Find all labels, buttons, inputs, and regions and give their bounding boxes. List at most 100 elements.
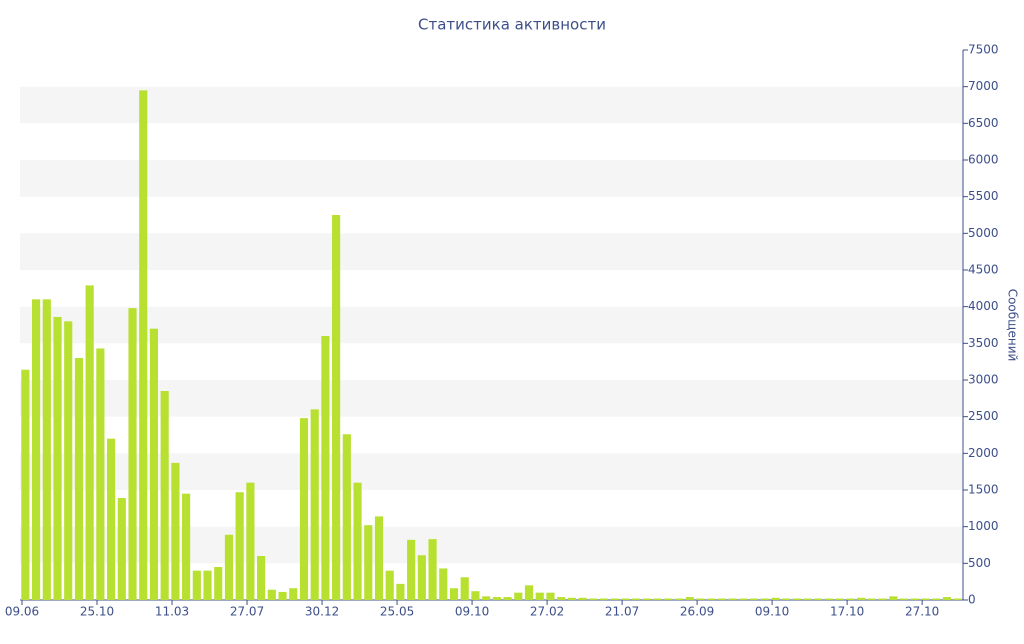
y-tick-label: 3500 — [968, 336, 999, 350]
bar — [332, 215, 341, 600]
bar — [803, 598, 812, 600]
x-tick-label: 27.02 — [530, 605, 564, 619]
x-tick-label: 17.10 — [830, 605, 864, 619]
bar — [717, 598, 726, 600]
bar — [889, 596, 898, 600]
bar — [21, 369, 30, 600]
bar — [814, 598, 823, 600]
x-tick-label: 26.09 — [680, 605, 714, 619]
bar — [203, 570, 212, 600]
y-tick-label: 500 — [968, 556, 991, 570]
y-tick-label: 4500 — [968, 263, 999, 277]
bar — [664, 598, 673, 600]
y-tick-label: 5500 — [968, 189, 999, 203]
bar — [417, 555, 426, 600]
x-tick-label: 09.10 — [755, 605, 789, 619]
bar — [439, 568, 448, 600]
bar — [867, 598, 876, 600]
bar — [471, 591, 480, 600]
bar — [182, 493, 191, 600]
bar — [739, 598, 748, 600]
grid-band — [20, 86, 963, 124]
bar — [749, 598, 759, 600]
x-tick-label: 25.05 — [380, 605, 414, 619]
x-tick-label: 30.12 — [305, 605, 339, 619]
bar — [449, 588, 459, 600]
x-tick-label: 21.07 — [605, 605, 639, 619]
bar — [460, 577, 469, 600]
bar — [278, 591, 287, 600]
bar — [567, 597, 576, 600]
bar — [685, 597, 694, 600]
bar — [214, 567, 223, 600]
bar — [299, 418, 309, 600]
bar — [353, 482, 362, 600]
bar — [428, 539, 437, 600]
bar — [482, 596, 491, 600]
bar — [578, 597, 587, 600]
y-tick-label: 6500 — [968, 116, 999, 130]
bar — [535, 592, 544, 600]
grid-band — [20, 160, 963, 197]
bar — [342, 434, 351, 600]
y-tick-label: 3000 — [968, 373, 999, 387]
bar — [514, 592, 523, 600]
y-axis-label: Сообщений — [1006, 289, 1020, 362]
grid-band — [20, 306, 963, 344]
bar — [192, 570, 201, 600]
bar — [407, 539, 416, 600]
bar — [64, 321, 73, 600]
bar — [707, 598, 716, 600]
bar — [653, 598, 662, 600]
bar — [621, 598, 630, 600]
bar — [171, 462, 180, 600]
bar — [374, 516, 384, 600]
bar — [953, 598, 962, 600]
x-tick-label: 09.06 — [5, 605, 39, 619]
bar — [674, 598, 684, 600]
bar — [492, 597, 501, 600]
y-tick-label: 7000 — [968, 79, 999, 93]
grid-band — [20, 380, 963, 417]
bar — [824, 598, 834, 600]
x-tick-label: 09.10 — [455, 605, 489, 619]
bar — [610, 598, 619, 600]
bar — [96, 348, 105, 600]
x-tick-label: 27.07 — [230, 605, 264, 619]
bar — [364, 525, 373, 600]
x-tick-label: 25.10 — [80, 605, 114, 619]
y-tick-label: 4000 — [968, 299, 999, 313]
chart-title: Статистика активности — [418, 16, 606, 34]
bar — [385, 570, 394, 600]
bar — [846, 598, 855, 600]
bar — [74, 358, 84, 600]
bar — [642, 598, 651, 600]
bar — [310, 409, 319, 600]
bar — [160, 391, 169, 600]
bar — [107, 438, 116, 600]
bar — [42, 299, 51, 600]
bar — [696, 598, 705, 600]
bar — [267, 589, 276, 600]
bar — [835, 598, 844, 600]
y-tick-label: 0 — [968, 593, 976, 607]
y-tick-label: 1500 — [968, 483, 999, 497]
bar — [857, 597, 866, 600]
bar — [760, 598, 769, 600]
y-tick-label: 5000 — [968, 226, 999, 240]
y-tick-label: 2000 — [968, 446, 999, 460]
bar — [557, 597, 566, 600]
y-tick-label: 1000 — [968, 519, 999, 533]
bar — [117, 498, 126, 600]
bar — [599, 598, 609, 600]
bar — [942, 597, 951, 600]
bar — [321, 336, 330, 600]
bar — [899, 598, 909, 600]
bar — [546, 592, 555, 600]
grid-band — [20, 233, 963, 270]
bar — [782, 598, 791, 600]
x-tick-label: 11.03 — [155, 605, 189, 619]
y-tick-label: 2500 — [968, 409, 999, 423]
bar — [85, 285, 94, 600]
